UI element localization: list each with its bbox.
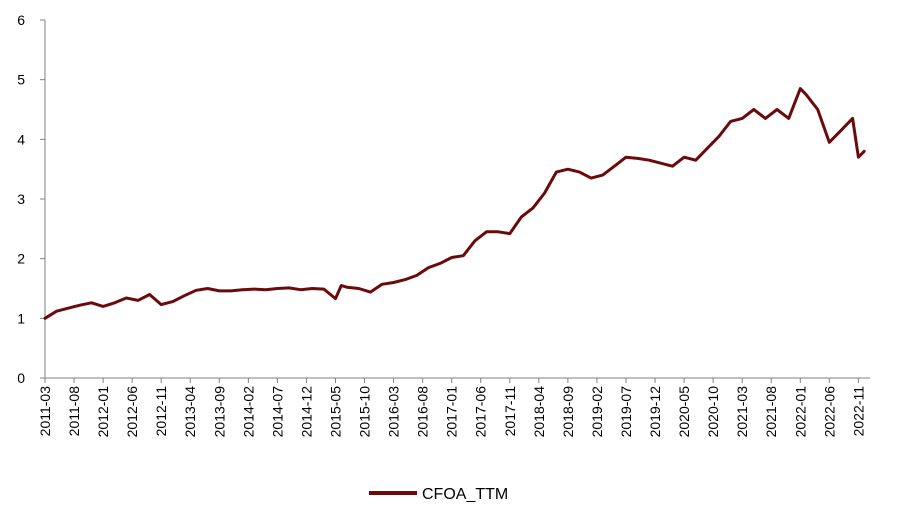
legend: CFOA_TTM <box>369 486 508 503</box>
series-line-0 <box>43 87 866 320</box>
x-tick-label: 2012-01 <box>95 386 111 438</box>
x-tick-label: 2019-12 <box>647 386 663 438</box>
y-tick-label: 2 <box>17 251 25 267</box>
y-tick-label: 5 <box>17 72 25 88</box>
x-tick-label: 2021-08 <box>763 386 779 438</box>
x-tick-label: 2013-09 <box>211 386 227 438</box>
x-tick-label: 2016-08 <box>415 386 431 438</box>
x-tick-label: 2021-03 <box>734 386 750 438</box>
x-tick-label: 2015-10 <box>357 386 373 438</box>
x-tick-label: 2015-05 <box>327 386 343 438</box>
y-tick-label: 1 <box>17 310 25 326</box>
x-tick-label: 2018-09 <box>560 386 576 438</box>
x-tick-label: 2019-07 <box>618 386 634 438</box>
x-axis: 2011-03 2011-08 2012-01 2012-06 2012-11 2013-… <box>37 377 870 438</box>
x-tick-label: 2022-11 <box>850 386 866 437</box>
x-tick-label: 2022-06 <box>821 386 837 438</box>
y-axis: 0 1 2 3 4 5 6 <box>17 12 46 386</box>
x-tick-label: 2017-01 <box>444 386 460 438</box>
x-tick-label: 2014-12 <box>298 386 314 438</box>
x-tick-label: 2017-11 <box>502 386 518 437</box>
x-tick-label: 2014-02 <box>240 386 256 438</box>
x-tick-label: 2020-10 <box>705 386 721 438</box>
x-tick-label: 2019-02 <box>589 386 605 438</box>
x-tick-label: 2014-07 <box>269 386 285 438</box>
x-tick-label: 2011-03 <box>37 386 53 437</box>
y-tick-label: 4 <box>17 131 25 147</box>
x-tick-label: 2013-04 <box>182 386 198 438</box>
legend-label: CFOA_TTM <box>422 486 508 503</box>
y-tick-label: 0 <box>17 370 25 386</box>
x-tick-label: 2011-08 <box>66 386 82 437</box>
y-tick-label: 6 <box>17 12 25 28</box>
x-tick-label: 2012-11 <box>153 386 169 437</box>
y-tick-label: 3 <box>17 191 25 207</box>
x-tick-label: 2017-06 <box>473 386 489 438</box>
x-tick-label: 2012-06 <box>124 386 140 438</box>
x-tick-label: 2018-04 <box>531 386 547 438</box>
series-layer <box>43 87 866 320</box>
x-tick-label: 2020-05 <box>676 386 692 438</box>
x-tick-label: 2022-01 <box>792 386 808 438</box>
x-tick-label: 2016-03 <box>386 386 402 438</box>
